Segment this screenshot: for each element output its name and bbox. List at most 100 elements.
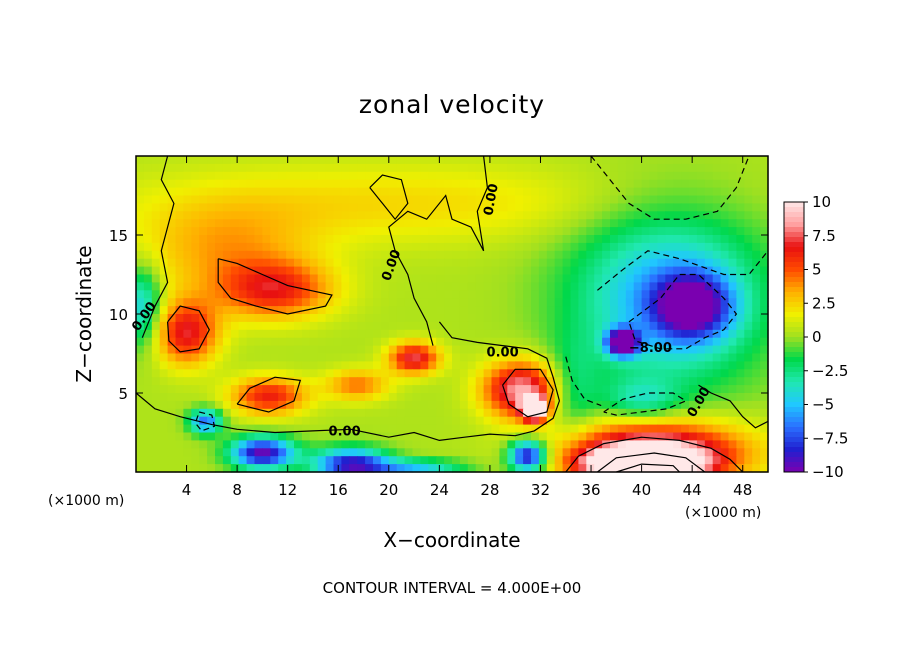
heatmap-cell — [641, 321, 651, 331]
heatmap-cell — [238, 258, 248, 268]
heatmap-cell — [325, 227, 335, 236]
heatmap-cell — [752, 227, 761, 236]
heatmap-cell — [349, 377, 358, 386]
heatmap-cell — [586, 424, 595, 434]
heatmap-cell — [301, 195, 311, 204]
heatmap-cell — [325, 235, 335, 244]
heatmap-cell — [728, 385, 737, 394]
heatmap-cell — [704, 353, 714, 362]
heatmap-cell — [625, 448, 635, 457]
heatmap-cell — [357, 227, 366, 236]
heatmap-cell — [483, 377, 493, 386]
heatmap-cell — [151, 393, 161, 402]
heatmap-cell — [760, 345, 769, 355]
heatmap-cell — [167, 448, 177, 457]
colorbar-swatch — [784, 407, 804, 413]
heatmap-cell — [689, 242, 698, 252]
heatmap-cell — [538, 258, 548, 268]
heatmap-cell — [720, 314, 730, 323]
heatmap-cell — [562, 258, 572, 268]
heatmap-cell — [365, 314, 374, 323]
x-tick-label: 12 — [278, 481, 297, 499]
heatmap-cell — [159, 314, 169, 323]
heatmap-cell — [499, 448, 508, 457]
heatmap-cell — [278, 179, 287, 189]
heatmap-cell — [365, 211, 374, 220]
heatmap-cell — [215, 464, 224, 473]
heatmap-cell — [665, 424, 674, 434]
heatmap-cell — [586, 408, 595, 418]
heatmap-cell — [286, 274, 295, 283]
heatmap-cell — [467, 361, 477, 370]
heatmap-cell — [594, 416, 603, 426]
heatmap-cell — [444, 179, 453, 189]
heatmap-cell — [365, 227, 374, 236]
heatmap-cell — [230, 385, 240, 394]
heatmap-cell — [546, 195, 556, 204]
heatmap-cell — [428, 163, 437, 173]
heatmap-cell — [689, 290, 698, 299]
heatmap-cell — [712, 250, 722, 260]
heatmap-cell — [507, 440, 516, 449]
heatmap-cell — [175, 345, 184, 355]
heatmap-cell — [167, 377, 177, 386]
heatmap-cell — [720, 298, 730, 307]
heatmap-cell — [222, 456, 232, 465]
heatmap-cell — [325, 329, 335, 339]
colorbar-swatch — [784, 427, 804, 433]
heatmap-cell — [657, 227, 666, 236]
heatmap-cell — [578, 219, 587, 228]
heatmap-cell — [704, 361, 714, 370]
heatmap-cell — [215, 306, 224, 315]
x-axis-label: X−coordinate — [383, 528, 520, 552]
heatmap-cell — [483, 274, 493, 283]
heatmap-cell — [183, 282, 192, 291]
heatmap-cell — [230, 321, 240, 331]
heatmap-cell — [546, 282, 556, 291]
heatmap-cell — [736, 203, 745, 212]
heatmap-cell — [760, 400, 769, 410]
heatmap-cell — [175, 306, 184, 315]
heatmap-cell — [420, 179, 429, 189]
heatmap-cell — [428, 440, 437, 449]
heatmap-cell — [562, 361, 572, 370]
heatmap-cell — [554, 258, 564, 268]
heatmap-cell — [594, 432, 603, 441]
heatmap-cell — [341, 314, 350, 323]
heatmap-cell — [254, 258, 263, 268]
heatmap-cell — [704, 211, 714, 220]
heatmap-cell — [396, 235, 406, 244]
heatmap-cell — [673, 400, 682, 410]
heatmap-cell — [491, 337, 500, 347]
heatmap-cell — [333, 195, 342, 204]
heatmap-cell — [673, 432, 682, 441]
heatmap-cell — [452, 219, 461, 228]
heatmap-cell — [712, 211, 722, 220]
heatmap-cell — [246, 156, 256, 165]
heatmap-cell — [507, 163, 516, 173]
heatmap-cell — [151, 258, 161, 268]
heatmap-cell — [696, 424, 706, 434]
heatmap-cell — [649, 432, 658, 441]
heatmap-cell — [167, 424, 177, 434]
heatmap-cell — [673, 345, 682, 355]
heatmap-cell — [523, 456, 532, 465]
heatmap-cell — [396, 321, 406, 331]
heatmap-cell — [270, 432, 279, 441]
heatmap-cell — [531, 456, 540, 465]
heatmap-cell — [752, 179, 761, 189]
heatmap-cell — [420, 219, 429, 228]
heatmap-cell — [349, 156, 358, 165]
heatmap-cell — [475, 329, 485, 339]
colorbar-swatch — [784, 292, 804, 298]
heatmap-cell — [246, 274, 256, 283]
heatmap-cell — [341, 361, 350, 370]
heatmap-cell — [736, 432, 745, 441]
heatmap-cell — [373, 329, 382, 339]
heatmap-cell — [444, 235, 453, 244]
heatmap-cell — [531, 369, 540, 378]
heatmap-cell — [396, 195, 406, 204]
heatmap-cell — [562, 329, 572, 339]
heatmap-cell — [696, 250, 706, 260]
heatmap-cell — [546, 385, 556, 394]
